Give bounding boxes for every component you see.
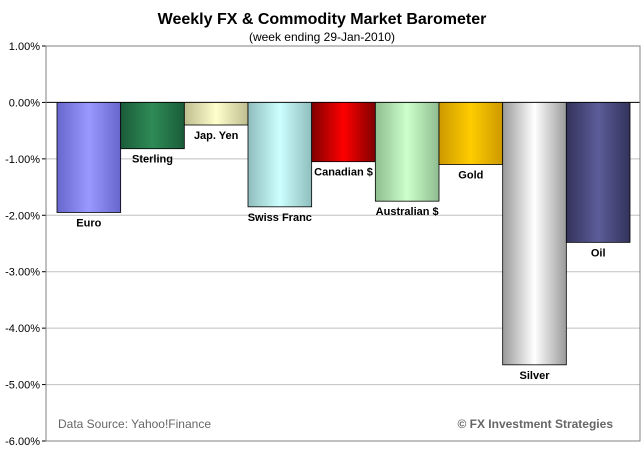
y-tick-label: -4.00% bbox=[5, 323, 40, 335]
bar-gold bbox=[438, 102, 504, 165]
bar-canadian bbox=[311, 102, 376, 163]
y-tick-label: 0.00% bbox=[9, 97, 40, 109]
bar-label: Oil bbox=[591, 247, 606, 259]
y-axis-ticks: 1.00% 0.00% -1.00% -2.00% -3.00% -4.00% -5.00%… bbox=[5, 41, 46, 448]
data-source-note: Data Source: Yahoo!Finance bbox=[58, 417, 211, 431]
bar-label: Canadian $ bbox=[314, 167, 373, 179]
bar-oil bbox=[565, 102, 631, 243]
y-tick-label: 1.00% bbox=[9, 41, 40, 53]
bar-euro bbox=[56, 102, 122, 213]
y-tick-label: -1.00% bbox=[5, 154, 40, 166]
bar-australian bbox=[374, 102, 440, 202]
chart-title: Weekly FX & Commodity Market Barometer bbox=[158, 11, 487, 28]
y-tick-label: -5.00% bbox=[5, 380, 40, 392]
bar-label: Swiss Franc bbox=[248, 212, 312, 224]
bar-jap-yen bbox=[183, 102, 249, 126]
bar-label: Australian $ bbox=[376, 206, 439, 218]
credit-note: © FX Investment Strategies bbox=[457, 417, 613, 431]
bar-labels: Euro Sterling Jap. Yen Swiss Franc Canadian … bbox=[76, 130, 605, 382]
bar-label: Silver bbox=[520, 370, 551, 382]
bar-swiss-franc bbox=[247, 102, 313, 208]
bar-label: Gold bbox=[458, 170, 483, 182]
bars bbox=[56, 102, 631, 366]
y-tick-label: -2.00% bbox=[5, 210, 40, 222]
chart-subtitle: (week ending 29-Jan-2010) bbox=[249, 30, 395, 44]
bar-sterling bbox=[120, 102, 185, 150]
bar-label: Jap. Yen bbox=[194, 130, 239, 142]
y-tick-label: -3.00% bbox=[5, 267, 40, 279]
plot-area-border bbox=[45, 45, 641, 442]
y-tick-label: -6.00% bbox=[5, 436, 40, 448]
bar-label: Sterling bbox=[132, 154, 173, 166]
bar-silver bbox=[502, 102, 567, 366]
bar-label: Euro bbox=[76, 217, 101, 229]
